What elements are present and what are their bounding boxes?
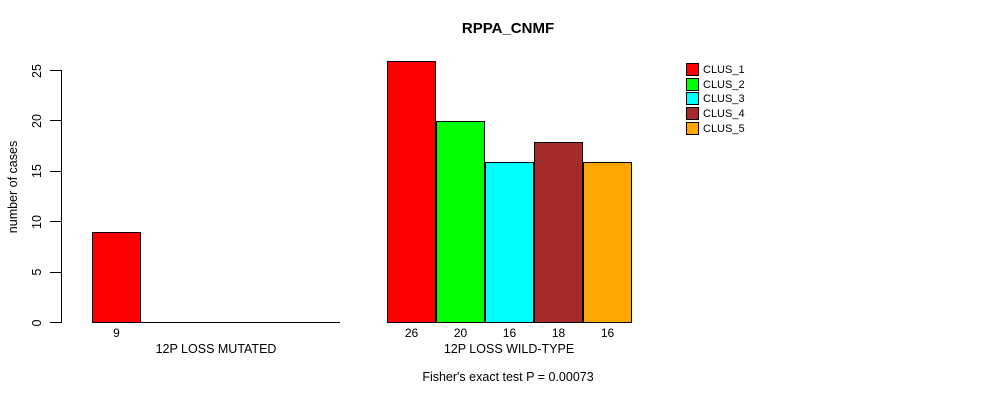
legend-swatch	[686, 107, 699, 121]
y-axis-tick	[50, 271, 62, 273]
chart-title: RPPA_CNMF	[461, 20, 555, 37]
bar-value-label: 16	[600, 326, 615, 340]
y-axis-tick	[50, 70, 62, 71]
y-axis-tick	[50, 120, 62, 122]
legend-swatch	[686, 63, 699, 76]
bar-value-label: 26	[404, 326, 419, 340]
bar-clus_3	[485, 162, 534, 323]
y-axis-tick-label: 5	[30, 268, 44, 276]
bar-value-label: 20	[453, 326, 468, 340]
legend-label: CLUS_5	[703, 122, 745, 135]
legend-label: CLUS_2	[703, 78, 745, 91]
group-label-mutated: 12P LOSS MUTATED	[155, 342, 277, 356]
y-axis-tick	[50, 170, 62, 172]
legend-swatch	[686, 121, 699, 135]
y-axis-tick-label: 10	[30, 214, 44, 229]
p-value-annotation: Fisher's exact test P = 0.00073	[422, 370, 594, 384]
bar-clus_1	[387, 61, 436, 323]
bar-value-label: 9	[113, 326, 120, 340]
bar-clus_4	[534, 142, 583, 323]
y-axis-tick-label: 20	[30, 113, 44, 128]
bar-clus_2	[436, 121, 485, 323]
y-axis-label: number of cases	[6, 140, 20, 234]
y-axis-tick	[50, 322, 62, 323]
group-label-wild-type: 12P LOSS WILD-TYPE	[443, 342, 575, 356]
y-axis-tick-label: 25	[30, 63, 44, 78]
y-axis-tick-label: 0	[30, 319, 44, 326]
bar-clus_1	[92, 232, 141, 323]
x-axis-baseline	[92, 322, 340, 323]
y-axis-line	[61, 70, 62, 323]
legend-label: CLUS_3	[703, 93, 745, 106]
bar-clus_5	[583, 162, 632, 323]
bar-value-label: 16	[502, 326, 517, 340]
legend-swatch	[686, 77, 699, 91]
y-axis-tick	[50, 221, 62, 223]
bar-value-label: 18	[551, 326, 566, 340]
legend-label: CLUS_4	[703, 108, 745, 121]
legend-swatch	[686, 92, 699, 106]
legend-label: CLUS_1	[703, 64, 745, 76]
y-axis-tick-label: 15	[30, 164, 44, 179]
